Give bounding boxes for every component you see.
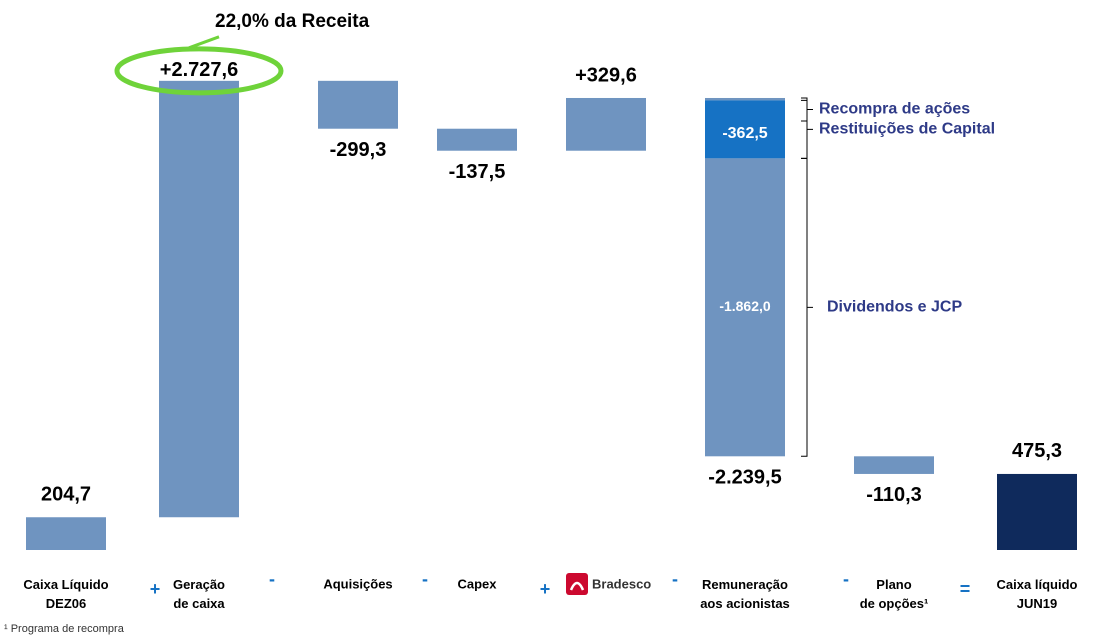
x-tick-label: Bradesco: [592, 576, 651, 591]
value-label: -2.239,5: [708, 467, 781, 489]
bar: [854, 456, 934, 474]
value-label: 204,7: [41, 484, 91, 506]
value-label: +329,6: [575, 64, 637, 86]
segment-label: -362,5: [722, 125, 767, 142]
operator: =: [960, 579, 971, 599]
segment-name: Recompra de ações: [819, 101, 970, 118]
x-tick-label: Caixa Líquido: [23, 577, 108, 592]
bar-segment: [705, 158, 785, 457]
bar-segment: [705, 97, 785, 101]
bracket: [801, 157, 813, 457]
operator: -: [843, 569, 849, 589]
bar-segment: [705, 100, 785, 159]
segment-name: Dividendos e JCP: [827, 299, 962, 316]
x-tick-label: aos acionistas: [700, 596, 790, 611]
bar: [26, 517, 106, 550]
operator: -: [422, 569, 428, 589]
ring-arrow: [188, 35, 220, 50]
x-tick-label: de caixa: [173, 596, 225, 611]
x-tick-label: Plano: [876, 577, 911, 592]
operator: +: [540, 579, 551, 599]
bar: [997, 473, 1077, 550]
value-label: -299,3: [330, 139, 387, 161]
annotation: 22,0% da Receita: [215, 11, 370, 32]
x-tick-label: Remuneração: [702, 577, 788, 592]
x-tick-label: de opções¹: [860, 596, 929, 611]
highlight-ring: [114, 46, 284, 96]
bar: [159, 80, 239, 518]
x-tick-label: Geração: [173, 577, 225, 592]
value-label: -110,3: [866, 484, 922, 506]
bar: [566, 97, 646, 151]
value-label: 475,3: [1012, 440, 1062, 462]
segment-name: Restituições de Capital: [819, 121, 995, 138]
operator: -: [672, 569, 678, 589]
operator: -: [269, 569, 275, 589]
bar: [318, 80, 398, 129]
bradesco-mark: [569, 581, 585, 591]
x-tick-label: DEZ06: [46, 596, 86, 611]
value-label: +2.727,6: [160, 59, 238, 81]
value-label: -137,5: [449, 161, 506, 183]
segment-label: -1.862,0: [719, 298, 771, 314]
x-tick-label: Aquisições: [323, 576, 392, 591]
x-tick-label: Caixa líquido: [997, 577, 1078, 592]
footnote: ¹ Programa de recompra: [4, 623, 125, 635]
x-tick-label: Capex: [457, 576, 497, 591]
x-tick-label: JUN19: [1017, 596, 1057, 611]
operator: +: [150, 579, 161, 599]
bar: [437, 128, 517, 151]
